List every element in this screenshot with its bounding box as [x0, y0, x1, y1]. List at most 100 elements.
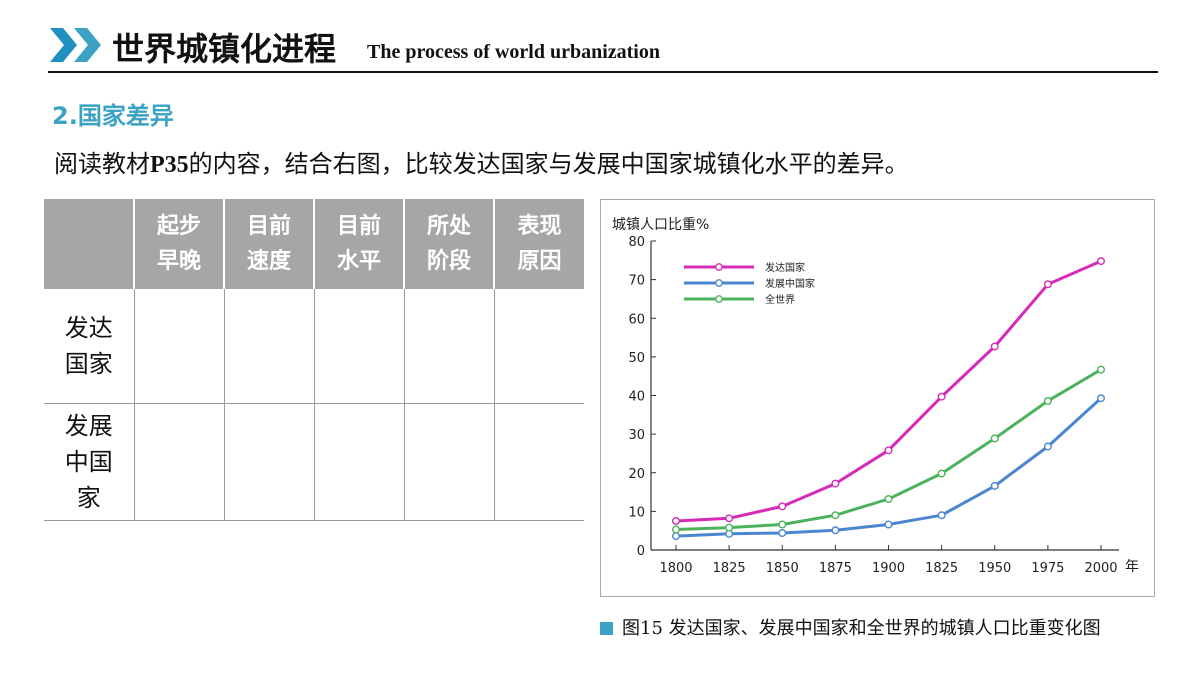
table-corner-cell	[44, 199, 135, 289]
x-tick-label: 1900	[872, 561, 905, 576]
data-point	[778, 529, 787, 538]
column-header-reasons: 表现 原因	[494, 199, 584, 289]
data-point	[884, 520, 893, 529]
column-header-current-speed: 目前 速度	[224, 199, 315, 289]
table-cell[interactable]	[134, 403, 225, 521]
table-cell[interactable]	[494, 289, 584, 404]
table-cell[interactable]	[404, 403, 495, 521]
table-cell[interactable]	[494, 403, 584, 521]
column-header-line: 早晚	[156, 249, 201, 274]
y-axis-title: 城镇人口比重%	[612, 217, 709, 233]
legend-label: 全世界	[765, 293, 795, 306]
x-tick-label: 1875	[819, 561, 852, 576]
y-tick-label: 10	[628, 505, 645, 520]
table-cell[interactable]	[224, 403, 315, 521]
y-tick-label: 0	[637, 544, 645, 559]
data-point	[831, 479, 840, 488]
column-header-start-time: 起步 早晚	[134, 199, 225, 289]
x-tick-label: 2000	[1084, 561, 1117, 576]
row-header-line: 发达	[64, 313, 113, 342]
data-point	[778, 502, 787, 511]
urbanization-line-chart: 城镇人口比重% 0 10 20 30 40 50 60 70 80 1800 1825 1850 1875…	[612, 217, 1139, 576]
y-tick-label: 20	[628, 467, 645, 482]
row-header-developed: 发达 国家	[44, 289, 135, 404]
x-tick-label: 1850	[766, 561, 799, 576]
figure-caption: 图15 发达国家、发展中国家和全世界的城镇人口比重变化图	[600, 614, 1101, 640]
data-point	[1097, 257, 1106, 266]
data-point	[1043, 396, 1052, 405]
data-point	[671, 532, 680, 541]
y-tick-label: 70	[628, 274, 645, 289]
data-point	[671, 525, 680, 534]
table-cell[interactable]	[314, 289, 405, 404]
legend-label: 发达国家	[765, 261, 805, 274]
data-point	[1043, 442, 1052, 451]
y-tick-label: 30	[628, 428, 645, 443]
row-header-line: 中国	[64, 447, 113, 476]
row-header-line: 发展	[64, 411, 113, 440]
table-cell[interactable]	[314, 403, 405, 521]
page-title: 世界城镇化进程	[112, 30, 337, 68]
page-title-english: The process of world urbanization	[367, 41, 660, 63]
table-header-row: 起步早晚 目前速度 目前水平 所处阶段 表现原因	[44, 199, 584, 289]
data-point	[831, 511, 840, 520]
data-point	[990, 434, 999, 443]
data-point	[1097, 365, 1106, 374]
column-header-line: 目前	[246, 214, 291, 239]
table-row-developing: 发展 中国家	[44, 403, 584, 521]
double-chevron-icon	[50, 28, 101, 62]
row-header-line: 家	[76, 483, 101, 512]
x-axis-unit-label: 年	[1125, 559, 1139, 575]
x-tick-label: 1825	[925, 561, 958, 576]
instruction-page-ref: P35	[150, 152, 189, 178]
data-point	[831, 526, 840, 535]
data-point	[990, 481, 999, 490]
column-header-stage: 所处 阶段	[404, 199, 495, 289]
data-point	[671, 517, 680, 526]
legend-marker	[715, 263, 723, 271]
y-tick-label: 60	[628, 312, 645, 327]
comparison-table: 起步早晚 目前速度 目前水平 所处阶段 表现原因 发达国家 发展中国家	[44, 199, 584, 521]
data-point	[778, 520, 787, 529]
chart-frame: 城镇人口比重% 0 10 20 30 40 50 60 70 80 1800 1825 1850 1875…	[600, 199, 1155, 597]
title-divider	[48, 71, 1158, 73]
row-header-developing: 发展 中国家	[44, 403, 135, 521]
column-header-current-level: 目前 水平	[314, 199, 405, 289]
y-tick-label: 80	[628, 235, 645, 250]
instruction-text: 阅读教材P35的内容，结合右图，比较发达国家与发展中国家城镇化水平的差异。	[54, 144, 909, 179]
data-point	[1043, 280, 1052, 289]
legend-marker	[715, 279, 723, 287]
table-cell[interactable]	[224, 289, 315, 404]
data-point	[884, 446, 893, 455]
column-header-line: 起步	[156, 214, 201, 239]
x-tick-label: 1800	[659, 561, 692, 576]
column-header-line: 速度	[246, 249, 291, 274]
table-cell[interactable]	[404, 289, 495, 404]
x-tick-label: 1825	[713, 561, 746, 576]
data-point	[725, 523, 734, 532]
column-header-line: 阶段	[426, 249, 471, 274]
x-tick-label: 1975	[1031, 561, 1064, 576]
column-header-line: 水平	[336, 249, 381, 274]
table-cell[interactable]	[134, 289, 225, 404]
column-header-line: 原因	[517, 249, 562, 274]
x-tick-label: 1950	[978, 561, 1011, 576]
section-heading: 2.国家差异	[52, 102, 174, 130]
row-header-line: 国家	[64, 349, 113, 378]
data-point	[990, 342, 999, 351]
data-point	[937, 469, 946, 478]
table-row-developed: 发达 国家	[44, 289, 584, 404]
caption-square-icon	[600, 622, 613, 635]
data-point	[937, 511, 946, 520]
column-header-line: 目前	[336, 214, 381, 239]
column-header-line: 所处	[426, 214, 471, 239]
data-point	[937, 392, 946, 401]
y-tick-label: 40	[628, 390, 645, 405]
y-tick-label: 50	[628, 351, 645, 366]
instruction-prefix: 阅读教材	[54, 150, 150, 178]
data-point	[1097, 394, 1106, 403]
column-header-line: 表现	[517, 214, 562, 239]
instruction-suffix: 的内容，结合右图，比较发达国家与发展中国家城镇化水平的差异。	[188, 150, 909, 178]
data-point	[725, 514, 734, 523]
data-point	[884, 495, 893, 504]
